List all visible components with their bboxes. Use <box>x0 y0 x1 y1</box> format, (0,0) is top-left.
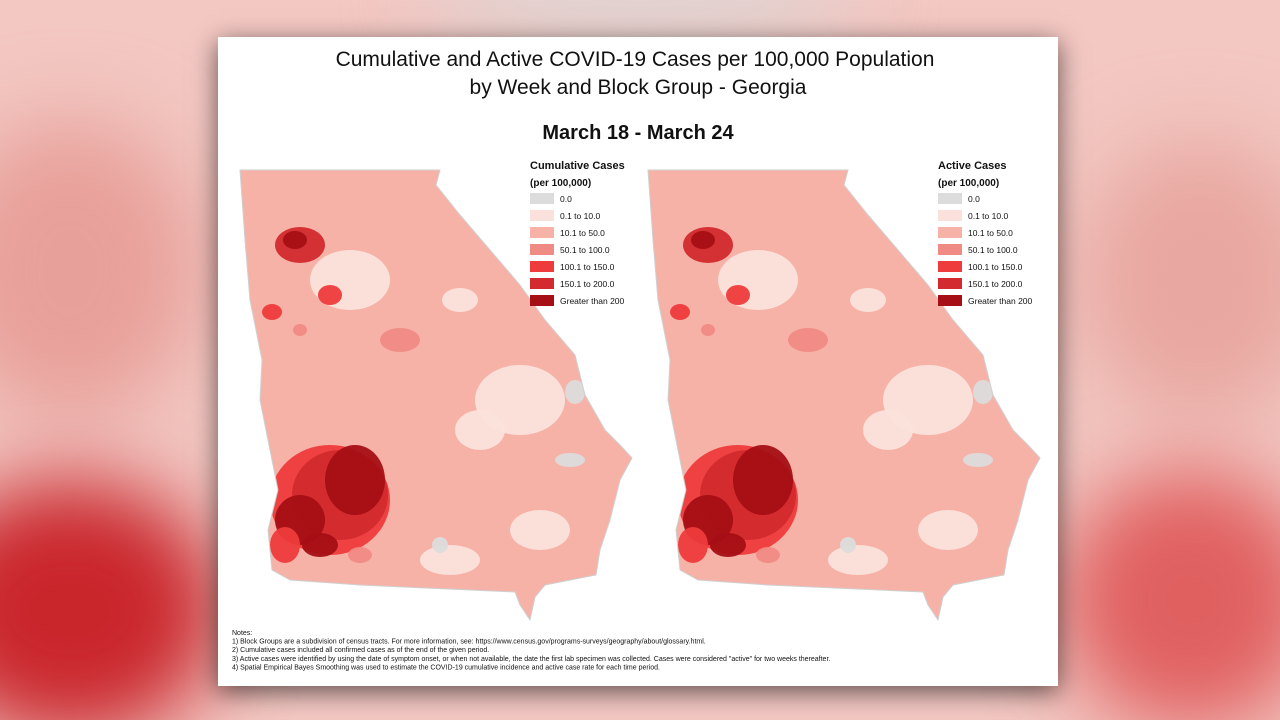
map-active: Active Cases (per 100,000) 0.0 0.1 to 10.0 1… <box>647 160 1041 621</box>
figure: Cumulative and Active COVID-19 Cases per… <box>232 48 1041 671</box>
legend-swatch <box>938 227 962 238</box>
legend-title: Cumulative Cases <box>530 160 625 172</box>
note-line: 2) Cumulative cases included all confirm… <box>232 647 489 654</box>
region-patch <box>380 328 420 352</box>
region-patch <box>701 324 715 336</box>
title-line: by Week and Block Group - Georgia <box>470 76 807 99</box>
period: March 18 - March 24 <box>542 122 734 144</box>
legend-label: 50.1 to 100.0 <box>968 245 1018 255</box>
region-patch <box>973 380 993 404</box>
note-line: 3) Active cases were identified by using… <box>232 656 830 663</box>
region-patch <box>726 285 750 305</box>
region-patch <box>555 453 585 467</box>
legend-label: 0.0 <box>560 194 572 204</box>
legend-swatch <box>938 278 962 289</box>
region-patch <box>270 527 300 563</box>
note-line: 1) Block Groups are a subdivision of cen… <box>232 639 706 646</box>
region-patch <box>302 533 338 557</box>
region-patch <box>262 304 282 320</box>
region-patch <box>283 231 307 249</box>
map-regions <box>670 227 993 575</box>
region-patch <box>863 410 913 450</box>
region-patch <box>733 445 793 515</box>
legend-label: 100.1 to 150.0 <box>560 262 615 272</box>
region-patch <box>963 453 993 467</box>
legend-label: 0.1 to 10.0 <box>560 211 600 221</box>
legend-subtitle: (per 100,000) <box>938 178 999 189</box>
region-patch <box>850 288 886 312</box>
legend-label: 150.1 to 200.0 <box>560 279 615 289</box>
legend-subtitle: (per 100,000) <box>530 178 591 189</box>
region-patch <box>918 510 978 550</box>
region-patch <box>432 537 448 553</box>
region-patch <box>318 285 342 305</box>
legend-label: Greater than 200 <box>968 296 1033 306</box>
note-line: Notes: <box>232 630 252 637</box>
region-patch <box>325 445 385 515</box>
region-patch <box>442 288 478 312</box>
region-patch <box>348 547 372 563</box>
legend-label: 10.1 to 50.0 <box>968 228 1013 238</box>
legend-swatch <box>530 295 554 306</box>
legend-swatch <box>938 244 962 255</box>
legend-swatch <box>530 261 554 272</box>
legend-swatch <box>530 210 554 221</box>
region-patch <box>828 545 888 575</box>
legend-label: 150.1 to 200.0 <box>968 279 1023 289</box>
region-patch <box>710 533 746 557</box>
region-patch <box>670 304 690 320</box>
region-patch <box>455 410 505 450</box>
legend-swatch <box>938 193 962 204</box>
notes: Notes: 1) Block Groups are a subdivision … <box>232 630 830 671</box>
title-line: Cumulative and Active COVID-19 Cases per… <box>336 48 935 71</box>
legend-title: Active Cases <box>938 160 1007 172</box>
legend-swatch <box>938 210 962 221</box>
legend-swatch <box>938 295 962 306</box>
region-patch <box>678 527 708 563</box>
legend-swatch <box>530 244 554 255</box>
legend-swatch <box>938 261 962 272</box>
legend-label: 0.0 <box>968 194 980 204</box>
legend-swatch <box>530 227 554 238</box>
legend-swatch <box>530 278 554 289</box>
map-regions <box>262 227 585 575</box>
region-patch <box>788 328 828 352</box>
note-line: 4) Spatial Empirical Bayes Smoothing was… <box>232 664 660 671</box>
legend-label: Greater than 200 <box>560 296 625 306</box>
region-patch <box>565 380 585 404</box>
region-patch <box>510 510 570 550</box>
figure-card: Cumulative and Active COVID-19 Cases per… <box>218 37 1058 686</box>
region-patch <box>293 324 307 336</box>
legend-label: 100.1 to 150.0 <box>968 262 1023 272</box>
legend-label: 50.1 to 100.0 <box>560 245 610 255</box>
legend-label: 0.1 to 10.0 <box>968 211 1008 221</box>
region-patch <box>756 547 780 563</box>
map-cumulative: Cumulative Cases (per 100,000) 0.0 0.1 to 1… <box>239 160 633 621</box>
region-patch <box>840 537 856 553</box>
region-patch <box>420 545 480 575</box>
legend-label: 10.1 to 50.0 <box>560 228 605 238</box>
legend-swatch <box>530 193 554 204</box>
region-patch <box>691 231 715 249</box>
